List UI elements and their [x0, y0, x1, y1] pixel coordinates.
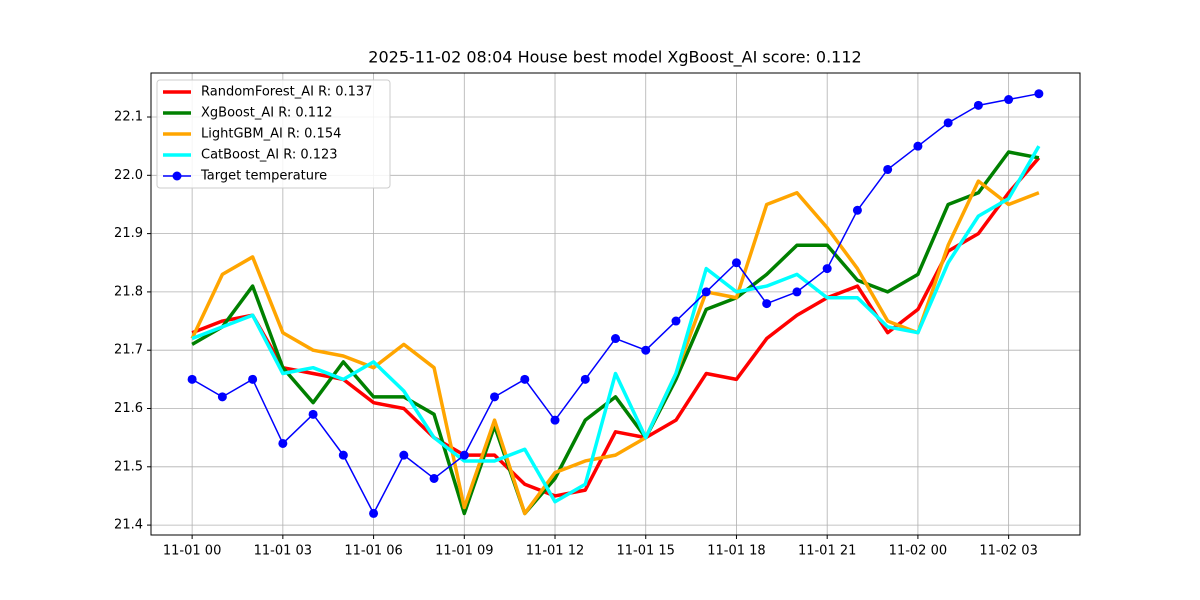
plot-frame — [150, 72, 1081, 536]
y-tick-label: 21.4 — [114, 518, 143, 533]
data-point — [580, 374, 590, 384]
data-point — [520, 374, 530, 384]
data-point — [973, 100, 983, 110]
x-tick-label: 11-02 03 — [979, 544, 1037, 559]
data-point — [762, 299, 772, 309]
series-line — [191, 145, 1041, 504]
x-tick-label: 11-01 00 — [163, 544, 221, 559]
data-point — [369, 508, 379, 518]
data-point — [822, 264, 832, 274]
y-tick-label: 21.9 — [114, 226, 143, 241]
x-tick-label: 11-01 18 — [707, 544, 765, 559]
data-point — [338, 450, 348, 460]
data-point — [490, 392, 500, 402]
legend: RandomForest_AI R: 0.137 XgBoost_AI R: 0.… — [156, 79, 391, 189]
legend-label: RandomForest_AI R: 0.137 — [201, 85, 372, 100]
x-tick-label: 11-01 15 — [617, 544, 675, 559]
data-point — [943, 118, 953, 128]
data-point — [792, 287, 802, 297]
legend-label: CatBoost_AI R: 0.123 — [201, 148, 338, 163]
legend-label: LightGBM_AI R: 0.154 — [201, 127, 341, 142]
series-line — [190, 179, 1040, 516]
x-tick-label: 11-02 00 — [889, 544, 947, 559]
data-point — [308, 409, 318, 419]
x-tick-label: 11-01 21 — [798, 544, 856, 559]
data-point — [671, 316, 681, 326]
data-point — [701, 287, 711, 297]
data-point — [611, 334, 620, 344]
x-tick-label: 11-01 06 — [344, 544, 402, 559]
data-point — [278, 438, 288, 448]
data-point — [1004, 95, 1014, 105]
data-point — [217, 392, 227, 402]
data-point — [641, 345, 651, 355]
data-point — [187, 374, 197, 384]
data-point — [852, 205, 862, 215]
x-tick-label: 11-01 12 — [526, 544, 584, 559]
y-tick-label: 22.1 — [114, 110, 143, 125]
data-point — [248, 374, 258, 384]
y-tick-label: 22.0 — [114, 168, 143, 183]
y-tick-label: 21.6 — [114, 401, 143, 416]
x-tick-label: 11-01 09 — [435, 544, 493, 559]
legend-box — [156, 79, 391, 189]
data-point — [913, 141, 923, 151]
data-point — [429, 473, 439, 483]
data-point — [883, 164, 893, 174]
data-point — [459, 450, 469, 460]
legend-marker — [172, 171, 182, 181]
x-tick-label: 11-01 03 — [254, 544, 312, 559]
y-tick-label: 21.8 — [114, 284, 143, 299]
series-line — [191, 156, 1041, 498]
y-tick-label: 21.7 — [114, 343, 143, 358]
data-point — [1034, 89, 1044, 99]
data-point — [550, 415, 560, 425]
legend-label: XgBoost_AI R: 0.112 — [201, 106, 333, 121]
y-tick-label: 21.5 — [114, 459, 143, 474]
legend-label: Target temperature — [200, 169, 327, 184]
chart-title: 2025-11-02 08:04 House best model XgBoos… — [368, 48, 861, 68]
data-point — [399, 450, 409, 460]
data-point — [731, 258, 741, 268]
